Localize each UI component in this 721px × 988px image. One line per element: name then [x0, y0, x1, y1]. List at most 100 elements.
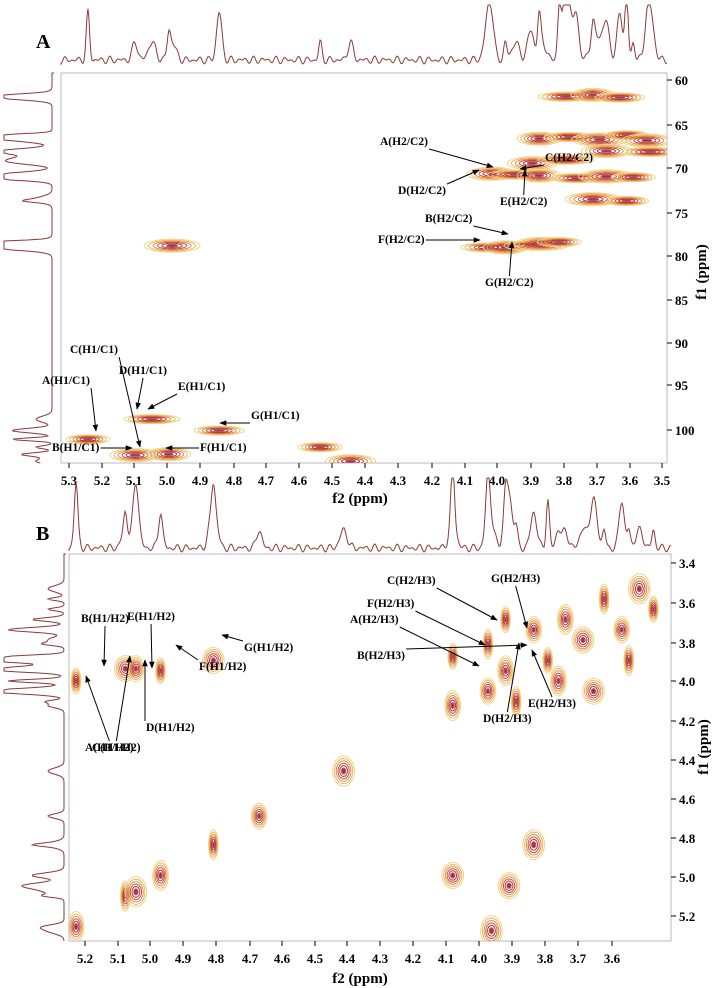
peak-annotation-label: A(H1/H2) [85, 742, 134, 754]
contour-ring [542, 646, 554, 674]
contour-ring [629, 575, 649, 602]
panel-label: A [36, 31, 51, 53]
annotation-arrow [149, 623, 155, 669]
contour-ring [604, 195, 650, 206]
cross-peak [621, 146, 667, 157]
annotation-arrow [473, 225, 509, 236]
contour-ring [502, 664, 509, 677]
annotation-arrow [399, 626, 480, 667]
cross-peak [628, 573, 651, 605]
contour-ring [345, 459, 357, 463]
annotation-arrow [515, 585, 529, 629]
contour-ring [127, 414, 176, 424]
contour-ring [582, 677, 605, 705]
contour-ring [160, 451, 178, 458]
x-tick-label: 3.6 [622, 473, 639, 488]
peak-annotation-label: B(H1/C1) [52, 442, 99, 454]
cross-peak [610, 172, 656, 183]
peak-annotation-label: C(H1/H2) [92, 742, 141, 754]
contour-ring [541, 155, 591, 165]
contour-ring [441, 861, 465, 889]
contour-ring [588, 93, 598, 97]
x-tick-label: 4.6 [291, 473, 308, 488]
contour-ring [624, 647, 634, 674]
cross-peak [482, 628, 494, 660]
x-tick-label: 4.6 [274, 951, 291, 966]
contour-ring [534, 136, 544, 141]
contour-ring [301, 442, 340, 452]
contour-ring [252, 804, 267, 828]
contour-ring [651, 604, 656, 615]
peak-annotation-label: D(H1/H2) [146, 722, 195, 734]
cross-peak [479, 677, 497, 705]
x-tick-label: 4.5 [307, 951, 324, 966]
contour-ring [634, 582, 644, 595]
cross-peak [124, 876, 148, 908]
contour-ring [72, 671, 80, 691]
cross-peak [202, 646, 225, 674]
contour-ring [537, 154, 595, 165]
contour-ring [629, 135, 665, 146]
contour-ring [509, 173, 522, 177]
y-tick-label: 3.8 [679, 636, 696, 651]
contour-ring [250, 802, 268, 830]
contour-ring [595, 173, 617, 180]
cross-peak [550, 173, 602, 184]
annotation-arrow [147, 393, 178, 410]
contour-ring [339, 765, 348, 777]
cross-peak [143, 238, 201, 253]
x-tick-label: 4.9 [175, 951, 192, 966]
x-tick-label: 5.3 [61, 473, 78, 488]
contour-ring [197, 426, 241, 435]
contour-ring [446, 694, 459, 717]
contour-ring [141, 417, 163, 422]
contour-ring [132, 663, 140, 674]
contour-ring [573, 628, 593, 652]
contour-ring [69, 911, 85, 941]
top-projection-spectrum [68, 477, 672, 553]
contour-ring [555, 675, 562, 687]
contour-ring [550, 156, 582, 163]
contour-ring [485, 922, 498, 940]
contour-ring [208, 655, 218, 666]
cross-peak [444, 690, 462, 722]
contour-ring [530, 172, 548, 179]
x-tick-label: 3.8 [537, 951, 554, 966]
contour-ring [649, 599, 658, 619]
panel-b: B 5.2 5.1 5.0 4.9 4.8 4.7 4.6 4.5 4.4 4.3 4.2 4.1 4.0… [3, 477, 712, 987]
x-tick-label: 4.7 [242, 951, 259, 966]
contour-ring [625, 134, 667, 147]
y-tick-label: 4.0 [679, 674, 695, 689]
contour-ring [444, 866, 461, 885]
contour-ring [593, 137, 606, 142]
cross-peak [109, 448, 161, 463]
contour-ring [606, 94, 634, 101]
contour-ring [630, 148, 667, 156]
contour-ring [615, 620, 628, 640]
contour-ring [522, 160, 542, 167]
y-tick-label: 70 [675, 161, 688, 176]
contour-ring [600, 149, 612, 153]
contour-ring [582, 196, 604, 203]
contour-ring [651, 606, 655, 613]
contour-ring [131, 661, 141, 676]
contour-ring [529, 622, 539, 638]
contour-ring [607, 196, 646, 206]
contour-ring [591, 172, 622, 181]
contour-ring [79, 437, 97, 442]
contour-ring [209, 834, 218, 856]
contour-ring [156, 659, 166, 683]
contour-ring [529, 838, 539, 851]
y-tick-label: 90 [675, 336, 688, 351]
contour-ring [527, 620, 540, 640]
cross-peak [537, 154, 595, 165]
contour-ring [315, 445, 326, 449]
peak-annotation-label: C(H2/C2) [545, 152, 593, 164]
cross-peak [155, 657, 166, 685]
contour-ring [546, 156, 586, 164]
x-tick-label: 4.1 [438, 951, 454, 966]
contour-ring [117, 450, 153, 461]
x-tick-label: 4.4 [339, 951, 356, 966]
cross-peak [441, 861, 465, 889]
